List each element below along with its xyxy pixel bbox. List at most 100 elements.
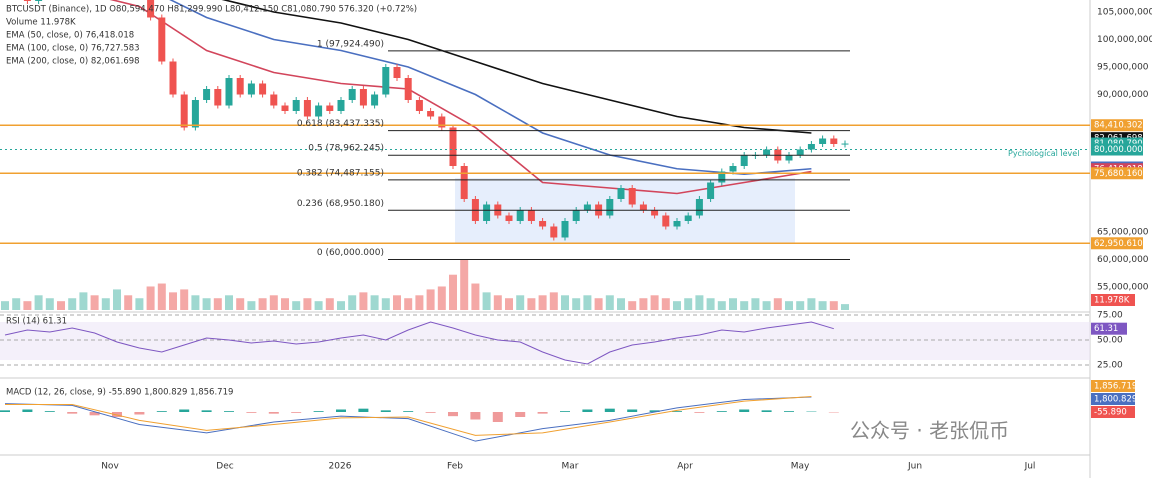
x-tick-label: Feb [447,462,463,472]
volume-bar [449,274,457,310]
y-tick-label: 65,000,000 [1097,228,1149,238]
volume-tag [1091,294,1135,306]
macd-label: MACD (12, 26, close, 9) -55.890 1,800.82… [6,388,233,398]
macd-tag-label: 1,856.719 [1094,382,1137,392]
volume-bar [34,295,43,310]
rsi-tick-label: 25.00 [1097,361,1123,371]
macd-hist [604,408,615,412]
candle [483,204,491,221]
volume-bar [695,295,704,310]
volume-bar [673,301,681,310]
volume-bar [549,292,558,310]
legend-entry: EMA (200, close, 0) 82,061.698 [6,57,140,67]
candle [695,199,703,216]
volume-bar [146,286,155,310]
macd-hist [649,410,660,412]
candle [158,17,166,62]
fib-label: 0.236 (68,950.180) [297,199,384,209]
volume-bar [426,289,435,310]
volume-bar [460,260,469,310]
macd-hist [201,410,212,412]
candle [438,116,446,128]
macd-line [5,396,812,436]
rsi-line [4,321,834,365]
rsi-label: RSI (14) 61.31 [6,317,67,327]
y-tick-label: 105,000,000 [1097,8,1152,18]
macd-hist [470,412,481,420]
candle [281,105,289,111]
volume-bar [650,295,659,310]
volume-bar [57,301,65,310]
macd-hist [716,411,727,412]
legend-entry: Volume 11.978K [6,18,76,28]
candle [796,149,804,155]
macd-tag-label: 1,800.829 [1094,395,1137,405]
volume-bar [505,298,513,310]
macd-hist [560,411,570,412]
volume-bar [717,301,726,310]
x-tick-label: Jul [1024,462,1036,472]
volume-bar [572,298,581,310]
candle [169,61,177,95]
candle [707,182,715,199]
macd-hist [67,412,78,414]
candle [617,188,625,199]
x-tick-label: Nov [101,462,119,472]
volume-bar [225,295,233,310]
volume-bar [314,301,323,310]
volume-bar [101,298,110,310]
macd-hist [784,411,794,412]
macd-tag [1091,406,1135,418]
candle [348,89,356,100]
volume-bar [706,298,715,310]
volume-bar [325,298,334,310]
volume-bar [124,295,133,310]
volume-bar [762,301,771,310]
volume-bar [68,298,77,310]
macd-hist [268,412,279,414]
x-tick-label: May [791,462,810,472]
price-tag [1091,237,1143,250]
macd-hist [291,412,302,413]
volume-bar [437,286,446,310]
candle [337,100,345,111]
volume-bar [370,295,379,310]
macd-hist [582,409,593,412]
volume-bar [258,298,267,310]
candle [460,166,468,199]
volume-bar [773,298,782,310]
candle [404,78,412,100]
volume-bar [247,301,256,310]
macd-hist [246,412,257,413]
volume-bar [594,298,603,310]
macd-hist [0,410,10,412]
candle [740,155,748,166]
volume-bar [90,295,99,310]
volume-bar [292,301,301,310]
volume-bar [617,298,625,310]
volume-bar [527,298,536,310]
rsi-tag-label: 61.31 [1094,324,1118,334]
macd-hist [694,412,705,413]
macd-hist [156,411,167,412]
candle [651,210,659,216]
volume-bar [359,292,368,310]
candle [539,221,547,227]
y-tick-label: 60,000,000 [1097,255,1149,265]
candle [673,221,681,227]
fib-label: 1 (97,924.490) [317,39,384,49]
y-tick-label: 100,000,000 [1097,35,1152,45]
macd-tag-label: -55.890 [1094,408,1127,418]
volume-bar [729,298,737,310]
volume-bar [818,301,827,310]
volume-bar [269,295,278,310]
candle [718,171,726,183]
rsi-tick-label: 75.00 [1097,311,1123,321]
legend-entry: EMA (50, close, 0) 76,418.018 [6,31,134,41]
candle [505,215,513,221]
candle [819,138,827,144]
candle [393,67,401,78]
y-tick-label: 95,000,000 [1097,63,1149,73]
volume-bar [661,298,670,310]
